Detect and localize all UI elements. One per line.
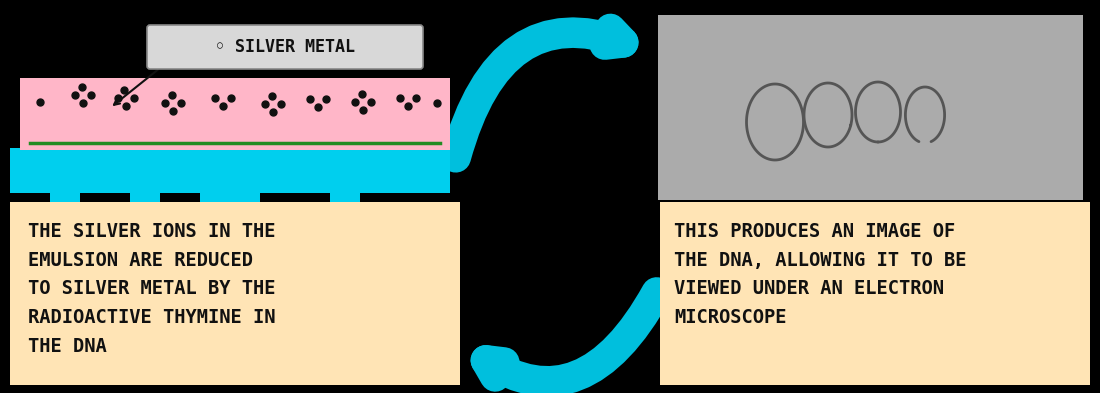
Bar	[230, 193, 260, 213]
FancyBboxPatch shape	[147, 25, 424, 69]
FancyArrowPatch shape	[486, 292, 657, 381]
Bar	[658, 15, 1084, 200]
Bar	[130, 193, 159, 213]
Text: THIS PRODUCES AN IMAGE OF
THE DNA, ALLOWING IT TO BE
VIEWED UNDER AN ELECTRON
MI: THIS PRODUCES AN IMAGE OF THE DNA, ALLOW…	[674, 222, 967, 327]
Text: ◦ SILVER METAL: ◦ SILVER METAL	[214, 38, 355, 56]
Bar	[50, 193, 80, 213]
Bar	[660, 202, 1090, 385]
Bar	[10, 148, 450, 193]
Bar	[20, 78, 450, 150]
Bar	[200, 193, 245, 205]
Text: THE SILVER IONS IN THE
EMULSION ARE REDUCED
TO SILVER METAL BY THE
RADIOACTIVE T: THE SILVER IONS IN THE EMULSION ARE REDU…	[28, 222, 275, 356]
FancyArrowPatch shape	[455, 29, 624, 157]
Bar	[10, 202, 460, 385]
Bar	[330, 193, 360, 213]
